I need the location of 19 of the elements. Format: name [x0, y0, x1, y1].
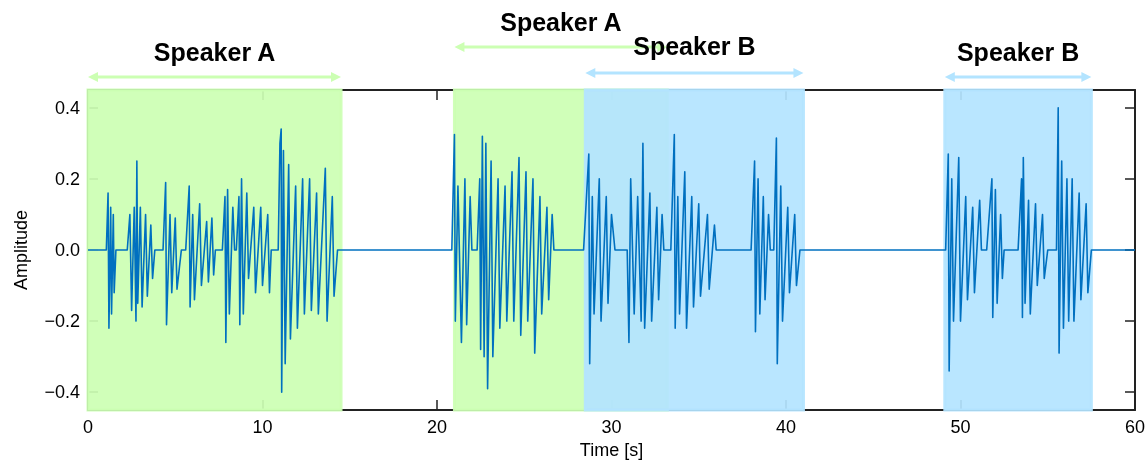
x-tick-label: 0 — [82, 417, 94, 437]
band-label: Speaker A — [500, 8, 622, 36]
y-tick-label: 0.0 — [54, 240, 80, 260]
band-label: Speaker B — [956, 38, 1080, 66]
band-label: Speaker B — [633, 32, 756, 60]
y-tick-label: 0.4 — [54, 97, 80, 118]
y-tick-label: 0.2 — [54, 168, 80, 189]
y-tick-label: −0.2 — [44, 311, 80, 332]
x-tick-label: 50 — [950, 417, 971, 437]
x-tick-label: 20 — [426, 417, 448, 437]
line-series — [87, 106, 1136, 394]
x-tick-label: 30 — [601, 417, 622, 437]
x-tick-label: 40 — [775, 417, 797, 437]
band-label: Speaker A — [153, 38, 276, 66]
x-tick-label: 10 — [252, 417, 273, 437]
y-axis-title: Amplitude — [11, 209, 31, 291]
x-tick-label: 60 — [1124, 417, 1145, 437]
x-axis-title: Time [s] — [579, 439, 644, 460]
y-tick-label: −0.4 — [44, 382, 80, 403]
